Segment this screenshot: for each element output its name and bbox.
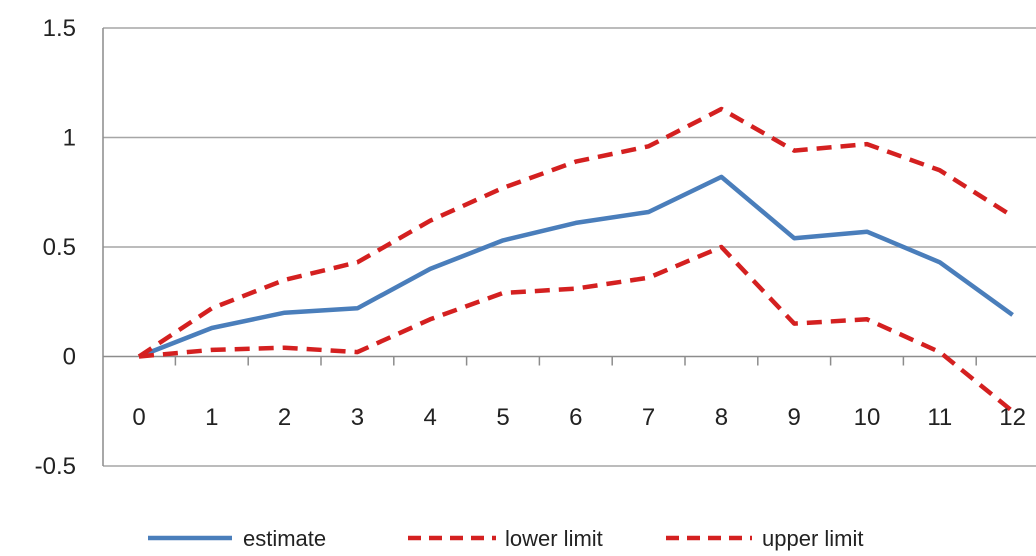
legend-label: lower limit xyxy=(505,526,603,551)
legend-label: estimate xyxy=(243,526,326,551)
y-axis-tick-labels: -0.5 0 0.5 1 1.5 xyxy=(35,15,76,480)
series-line-estimate xyxy=(138,174,1014,359)
legend: estimate lower limit upper limit xyxy=(148,526,863,551)
x-tick-label: 10 xyxy=(854,404,881,431)
y-tick-label: 0.5 xyxy=(43,234,76,261)
x-tick-label: 11 xyxy=(927,404,952,431)
series-line-lower-limit xyxy=(138,244,1015,414)
x-tick-label: 4 xyxy=(424,404,437,431)
y-tick-label: 1.5 xyxy=(43,15,76,42)
axes xyxy=(102,28,1036,466)
series-lines xyxy=(137,106,1015,414)
y-tick-label: -0.5 xyxy=(35,453,76,480)
x-tick-label: 1 xyxy=(205,404,218,431)
x-axis-tick-labels: 0 1 2 3 4 5 6 7 8 9 10 11 12 xyxy=(132,404,1026,431)
x-tick-label: 7 xyxy=(642,404,655,431)
y-tick-label: 0 xyxy=(63,344,76,371)
x-tick-label: 6 xyxy=(569,404,582,431)
legend-label: upper limit xyxy=(762,526,863,551)
x-tick-label: 0 xyxy=(132,404,145,431)
x-tick-label: 3 xyxy=(351,404,364,431)
x-tick-label: 12 xyxy=(999,404,1026,431)
series-line-upper-limit xyxy=(137,106,1014,359)
x-tick-label: 9 xyxy=(788,404,801,431)
x-axis-ticks xyxy=(174,356,977,366)
x-tick-label: 5 xyxy=(496,404,509,431)
x-tick-label: 8 xyxy=(715,404,728,431)
y-tick-label: 1 xyxy=(63,125,76,152)
gridlines xyxy=(103,27,1036,467)
x-tick-label: 2 xyxy=(278,404,291,431)
